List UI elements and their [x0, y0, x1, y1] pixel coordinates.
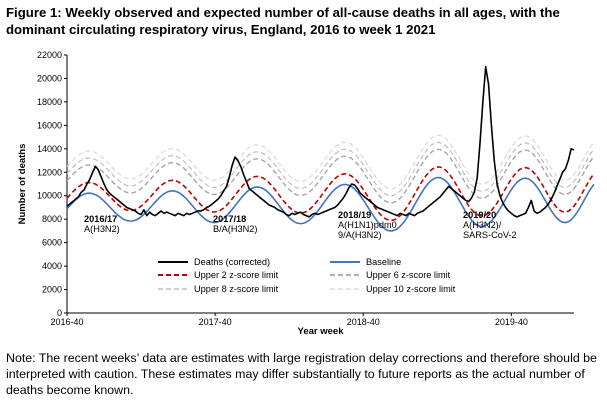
y-tick-label: 10000	[37, 191, 62, 201]
x-axis-title: Year week	[298, 326, 345, 337]
virus-label: A(H3N2)	[84, 224, 120, 234]
y-tick-label: 4000	[42, 261, 62, 271]
season-label: 2016/17	[84, 214, 117, 224]
season-label: 2017/18	[213, 214, 246, 224]
series-line-upper-2-z-score-limit	[66, 166, 595, 222]
y-tick-label: 2000	[42, 285, 62, 295]
x-tick-label: 2016-40	[50, 317, 83, 327]
season-label: 2018/19	[338, 210, 371, 220]
y-tick-label: 0	[57, 308, 62, 318]
virus-label: A(H3N2)/	[463, 220, 502, 230]
legend-label: Upper 2 z-score limit	[194, 270, 279, 280]
virus-label: A(H1N1)pdm0	[338, 220, 397, 230]
figure-title: Figure 1: Weekly observed and expected n…	[6, 5, 560, 37]
series-line-baseline	[66, 176, 595, 232]
virus-label: 9/A(H3N2)	[338, 230, 381, 240]
deaths-chart: 0 2000 4000 6000 8000 10000 12000 14000 16000 180…	[17, 50, 595, 337]
y-tick-label: 12000	[37, 167, 62, 177]
y-tick-label: 8000	[42, 214, 62, 224]
series-line-upper-8-z-score-limit	[66, 141, 595, 197]
y-axis: 0 2000 4000 6000 8000 10000 12000 14000 16000 180…	[37, 50, 68, 318]
legend-label: Upper 10 z-score limit	[366, 284, 456, 294]
series-line-upper-10-z-score-limit	[66, 134, 595, 190]
legend-label: Upper 6 z-score limit	[366, 270, 451, 280]
legend-label: Deaths (corrected)	[194, 257, 270, 267]
y-axis-title: Number of deaths	[17, 144, 28, 225]
y-tick-label: 20000	[37, 73, 62, 83]
y-tick-label: 22000	[37, 50, 62, 60]
series-line-upper-6-z-score-limit	[66, 148, 595, 204]
x-tick-label: 2019-40	[495, 317, 528, 327]
virus-label: B/A(H3N2)	[213, 224, 257, 234]
y-tick-label: 16000	[37, 120, 62, 130]
season-label: 2019/20	[463, 210, 496, 220]
legend: Deaths (corrected) Baseline Upper 2 z-scor…	[158, 257, 456, 294]
annotation-layer: 2016/17A(H3N2)2017/18B/A(H3N2)2018/19A(H…	[84, 210, 517, 240]
x-tick-label: 2018-40	[347, 317, 380, 327]
legend-label: Baseline	[366, 257, 401, 267]
x-tick-label: 2017-40	[199, 317, 232, 327]
virus-label: SARS-CoV-2	[463, 230, 517, 240]
series-line-deaths-corrected	[66, 65, 575, 218]
series-layer	[66, 65, 595, 232]
y-tick-label: 14000	[37, 144, 62, 154]
y-tick-label: 18000	[37, 97, 62, 107]
y-tick-label: 6000	[42, 238, 62, 248]
legend-label: Upper 8 z-score limit	[194, 284, 279, 294]
note-text: Note: The recent weeks’ data are estimat…	[6, 351, 597, 397]
